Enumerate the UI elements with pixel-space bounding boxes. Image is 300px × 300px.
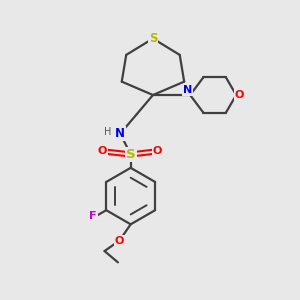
- Text: O: O: [98, 146, 107, 157]
- Text: S: S: [149, 32, 157, 45]
- Text: S: S: [126, 148, 136, 161]
- Text: O: O: [235, 90, 244, 100]
- Text: O: O: [153, 146, 162, 157]
- Text: N: N: [115, 127, 125, 140]
- Text: F: F: [89, 211, 97, 221]
- Text: O: O: [115, 236, 124, 246]
- Text: N: N: [182, 85, 192, 95]
- Text: H: H: [104, 127, 112, 137]
